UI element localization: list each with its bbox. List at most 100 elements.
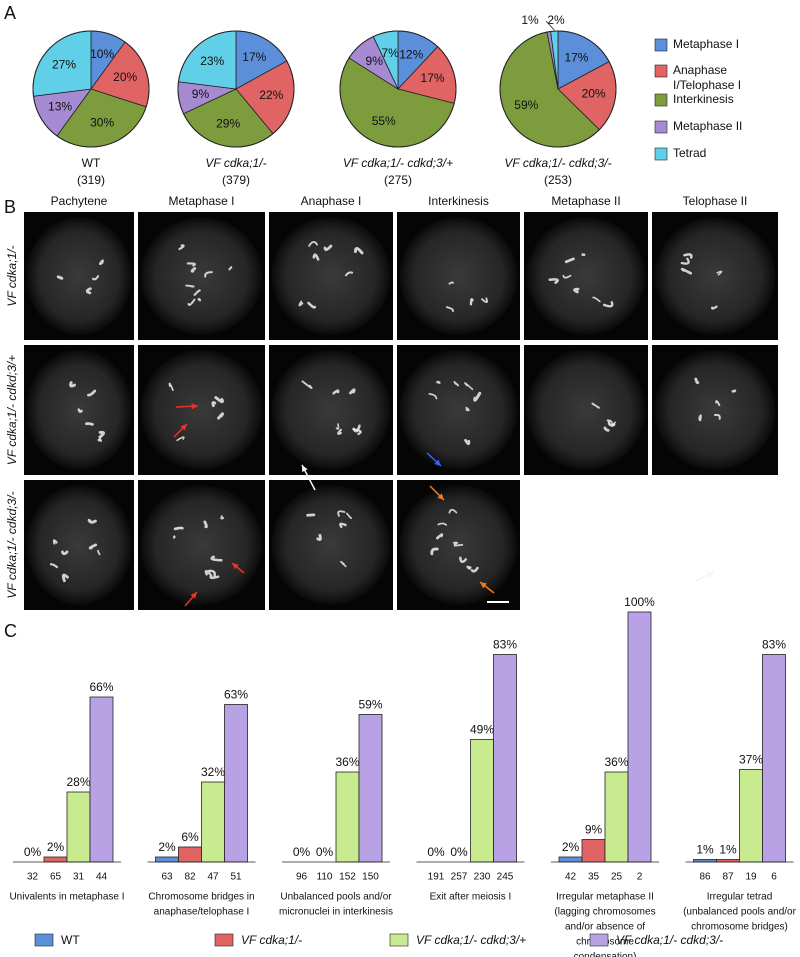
chromosome <box>430 547 439 556</box>
bar-count-label: 32 <box>27 872 39 883</box>
arrow-head <box>180 424 187 431</box>
bar-value-label: 2% <box>47 840 65 854</box>
bar <box>43 856 68 863</box>
chromosome <box>204 271 213 278</box>
chromosome <box>209 574 220 580</box>
chromosome <box>592 296 601 303</box>
row-label: VF cdka;1/- cdkd;3/+ <box>5 355 19 465</box>
chromosome <box>61 550 69 556</box>
chromosome <box>436 380 441 384</box>
bar-value-label: 0% <box>293 845 311 859</box>
bar-count-label: 42 <box>565 872 577 883</box>
category-label: Irregular tetrad <box>707 892 773 903</box>
chromosome <box>335 423 340 430</box>
column-header: Pachytene <box>51 194 108 208</box>
chromosome <box>204 569 212 576</box>
chromosome <box>481 297 488 304</box>
row-label: VF cdka;1/- cdkd;3/- <box>5 491 19 598</box>
bar-count-label: 150 <box>362 872 379 883</box>
pie-title: WT <box>82 156 101 170</box>
cell <box>26 217 132 335</box>
bar-value-label: 32% <box>201 765 225 779</box>
slice-label: 17% <box>564 50 588 64</box>
category-label: Univalents in metaphase I <box>9 892 124 903</box>
arrow-head <box>480 582 487 589</box>
bar <box>470 739 494 863</box>
chromosome <box>88 543 98 550</box>
chromosome <box>217 412 225 420</box>
column-header: Telophase II <box>683 194 748 208</box>
chromosome <box>332 389 340 395</box>
bar-value-label: 83% <box>762 638 786 652</box>
bar-count-label: 19 <box>745 872 757 883</box>
chromosome <box>469 298 474 306</box>
bar-count-label: 47 <box>207 872 219 883</box>
cell <box>140 217 263 335</box>
bar-value-label: 1% <box>719 843 737 857</box>
category-label: condensation) <box>574 952 637 957</box>
pie-subtitle: (253) <box>544 173 572 187</box>
chromosome <box>459 556 468 564</box>
legend-swatch <box>389 933 409 947</box>
bar-value-label: 66% <box>89 680 113 694</box>
bar-count-label: 152 <box>339 872 356 883</box>
legend-label: Anaphase <box>673 63 727 77</box>
category-label: micronuclei in interkinesis <box>279 907 393 918</box>
bar-count-label: 257 <box>451 872 468 883</box>
column-header: Metaphase II <box>551 194 620 208</box>
bar <box>558 856 583 863</box>
bar-value-label: 2% <box>562 840 580 854</box>
bar-value-label: 49% <box>470 723 494 737</box>
bar <box>762 654 786 863</box>
slice-label: 55% <box>372 114 396 128</box>
cell <box>399 217 518 335</box>
legend-swatch <box>654 147 668 161</box>
chromosome <box>731 389 737 393</box>
legend-label: Interkinesis <box>673 92 734 106</box>
bar-value-label: 83% <box>493 638 517 652</box>
cell <box>271 350 391 470</box>
chromosome <box>168 382 174 391</box>
chromosome <box>562 274 572 279</box>
legend-label: VF cdka;1/- cdkd;3/- <box>616 933 723 947</box>
chromosome <box>464 438 471 446</box>
chromosome <box>435 533 444 540</box>
chromosome <box>428 393 438 400</box>
chromosome <box>214 396 224 404</box>
bar-count-label: 44 <box>96 872 108 883</box>
arrow-head <box>707 572 714 578</box>
pie-subtitle: (379) <box>222 173 250 187</box>
bar <box>89 696 114 863</box>
bar-value-label: 0% <box>24 845 42 859</box>
chromosome <box>316 533 322 541</box>
bar-value-label: 0% <box>450 845 468 859</box>
slice-label: 13% <box>48 99 72 113</box>
chromosome <box>77 408 83 413</box>
category-label: Exit after meiosis I <box>430 892 512 903</box>
chromosome <box>354 247 364 255</box>
leader-line <box>545 20 555 31</box>
chromosome <box>187 298 196 306</box>
category-label: chromosome bridges) <box>691 922 788 933</box>
row-label: VF cdka;1/- <box>5 245 19 306</box>
category-label: anaphase/telophase I <box>154 907 250 918</box>
chromosome <box>69 381 76 388</box>
legend-swatch <box>654 64 668 78</box>
bar-value-label: 6% <box>181 830 199 844</box>
bar-value-label: 0% <box>316 845 334 859</box>
slice-label: 7% <box>381 46 399 60</box>
column-header: Interkinesis <box>428 194 489 208</box>
chromosome <box>85 422 94 426</box>
chromosome <box>98 430 105 439</box>
legend-swatch <box>214 933 234 947</box>
bar <box>335 771 360 863</box>
chromosome <box>323 244 333 251</box>
slice-label: 2% <box>547 13 565 27</box>
bar <box>66 791 91 863</box>
legend-swatch <box>654 38 668 52</box>
column-header: Anaphase I <box>301 194 362 208</box>
slice-label: 20% <box>582 86 606 100</box>
bar-count-label: 82 <box>184 872 196 883</box>
slice-label: 27% <box>52 57 76 71</box>
